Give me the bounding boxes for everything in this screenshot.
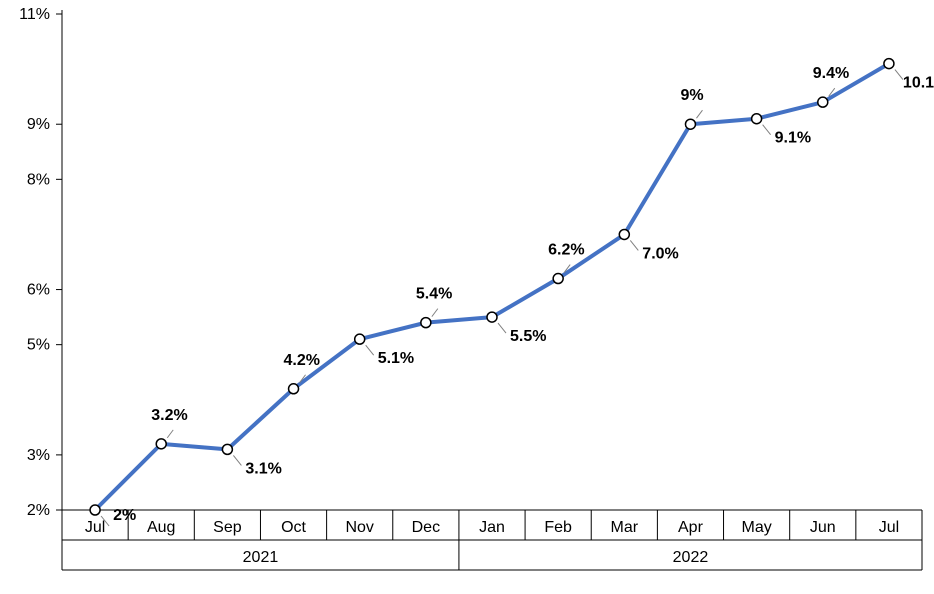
data-point <box>553 274 563 284</box>
x-tick-label: Sep <box>213 519 242 536</box>
data-label: 7.0% <box>642 245 678 262</box>
y-tick-label: 8% <box>27 171 50 188</box>
y-tick-label: 3% <box>27 447 50 464</box>
x-tick-label: Aug <box>147 519 175 536</box>
data-point <box>818 97 828 107</box>
data-label: 3.2% <box>151 407 187 424</box>
x-tick-label: Feb <box>544 519 572 536</box>
x-tick-label: Jul <box>85 519 105 536</box>
data-label: 5.1% <box>378 350 414 367</box>
data-label: 2% <box>113 507 136 524</box>
data-label: 6.2% <box>548 242 584 259</box>
x-tick-label: Oct <box>281 519 306 536</box>
y-tick-label: 11% <box>19 6 50 23</box>
x-tick-label: Jul <box>879 519 899 536</box>
y-tick-label: 2% <box>27 502 50 519</box>
data-label: 5.5% <box>510 328 546 345</box>
data-point <box>619 229 629 239</box>
data-point <box>487 312 497 322</box>
x-year-label: 2022 <box>673 549 709 566</box>
data-point <box>685 119 695 129</box>
data-point <box>289 384 299 394</box>
y-tick-label: 9% <box>27 116 50 133</box>
x-tick-label: Mar <box>611 519 639 536</box>
data-label: 3.1% <box>245 460 281 477</box>
chart-svg: 2% 3% 5% 6% 8% 9% 11% Jul Aug Sep Oct Nov Dec Jan Feb M… <box>0 0 934 594</box>
line-chart: 2% 3% 5% 6% 8% 9% 11% Jul Aug Sep Oct Nov Dec Jan Feb M… <box>0 0 934 594</box>
x-year-label: 2021 <box>243 549 279 566</box>
data-label: 4.2% <box>284 352 320 369</box>
y-tick-label: 6% <box>27 282 50 299</box>
x-tick-label: May <box>741 519 771 536</box>
y-tick-label: 5% <box>27 337 50 354</box>
data-label: 9.1% <box>775 130 811 147</box>
data-label: 10.1% <box>903 75 934 92</box>
x-tick-label: Nov <box>345 519 373 536</box>
x-tick-label: Dec <box>412 519 440 536</box>
x-tick-label: Jan <box>479 519 505 536</box>
data-point <box>355 334 365 344</box>
data-label: 9% <box>680 87 703 104</box>
x-tick-label: Jun <box>810 519 836 536</box>
data-point <box>90 505 100 515</box>
data-label: 5.4% <box>416 286 452 303</box>
data-point <box>222 444 232 454</box>
data-point <box>884 59 894 69</box>
data-point <box>752 114 762 124</box>
data-label: 9.4% <box>813 65 849 82</box>
data-point <box>156 439 166 449</box>
data-point <box>421 318 431 328</box>
x-tick-label: Apr <box>678 519 704 536</box>
